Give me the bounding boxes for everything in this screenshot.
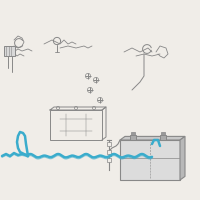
Bar [107, 142, 111, 146]
Bar [160, 135, 166, 140]
Bar [107, 158, 111, 162]
Bar [120, 140, 180, 180]
Polygon shape [120, 136, 185, 140]
Bar [130, 135, 136, 140]
Bar [131, 132, 135, 135]
Bar [107, 150, 111, 154]
Bar [161, 132, 165, 135]
Bar [50, 110, 102, 140]
Polygon shape [180, 136, 185, 180]
Bar [4, 46, 15, 56]
